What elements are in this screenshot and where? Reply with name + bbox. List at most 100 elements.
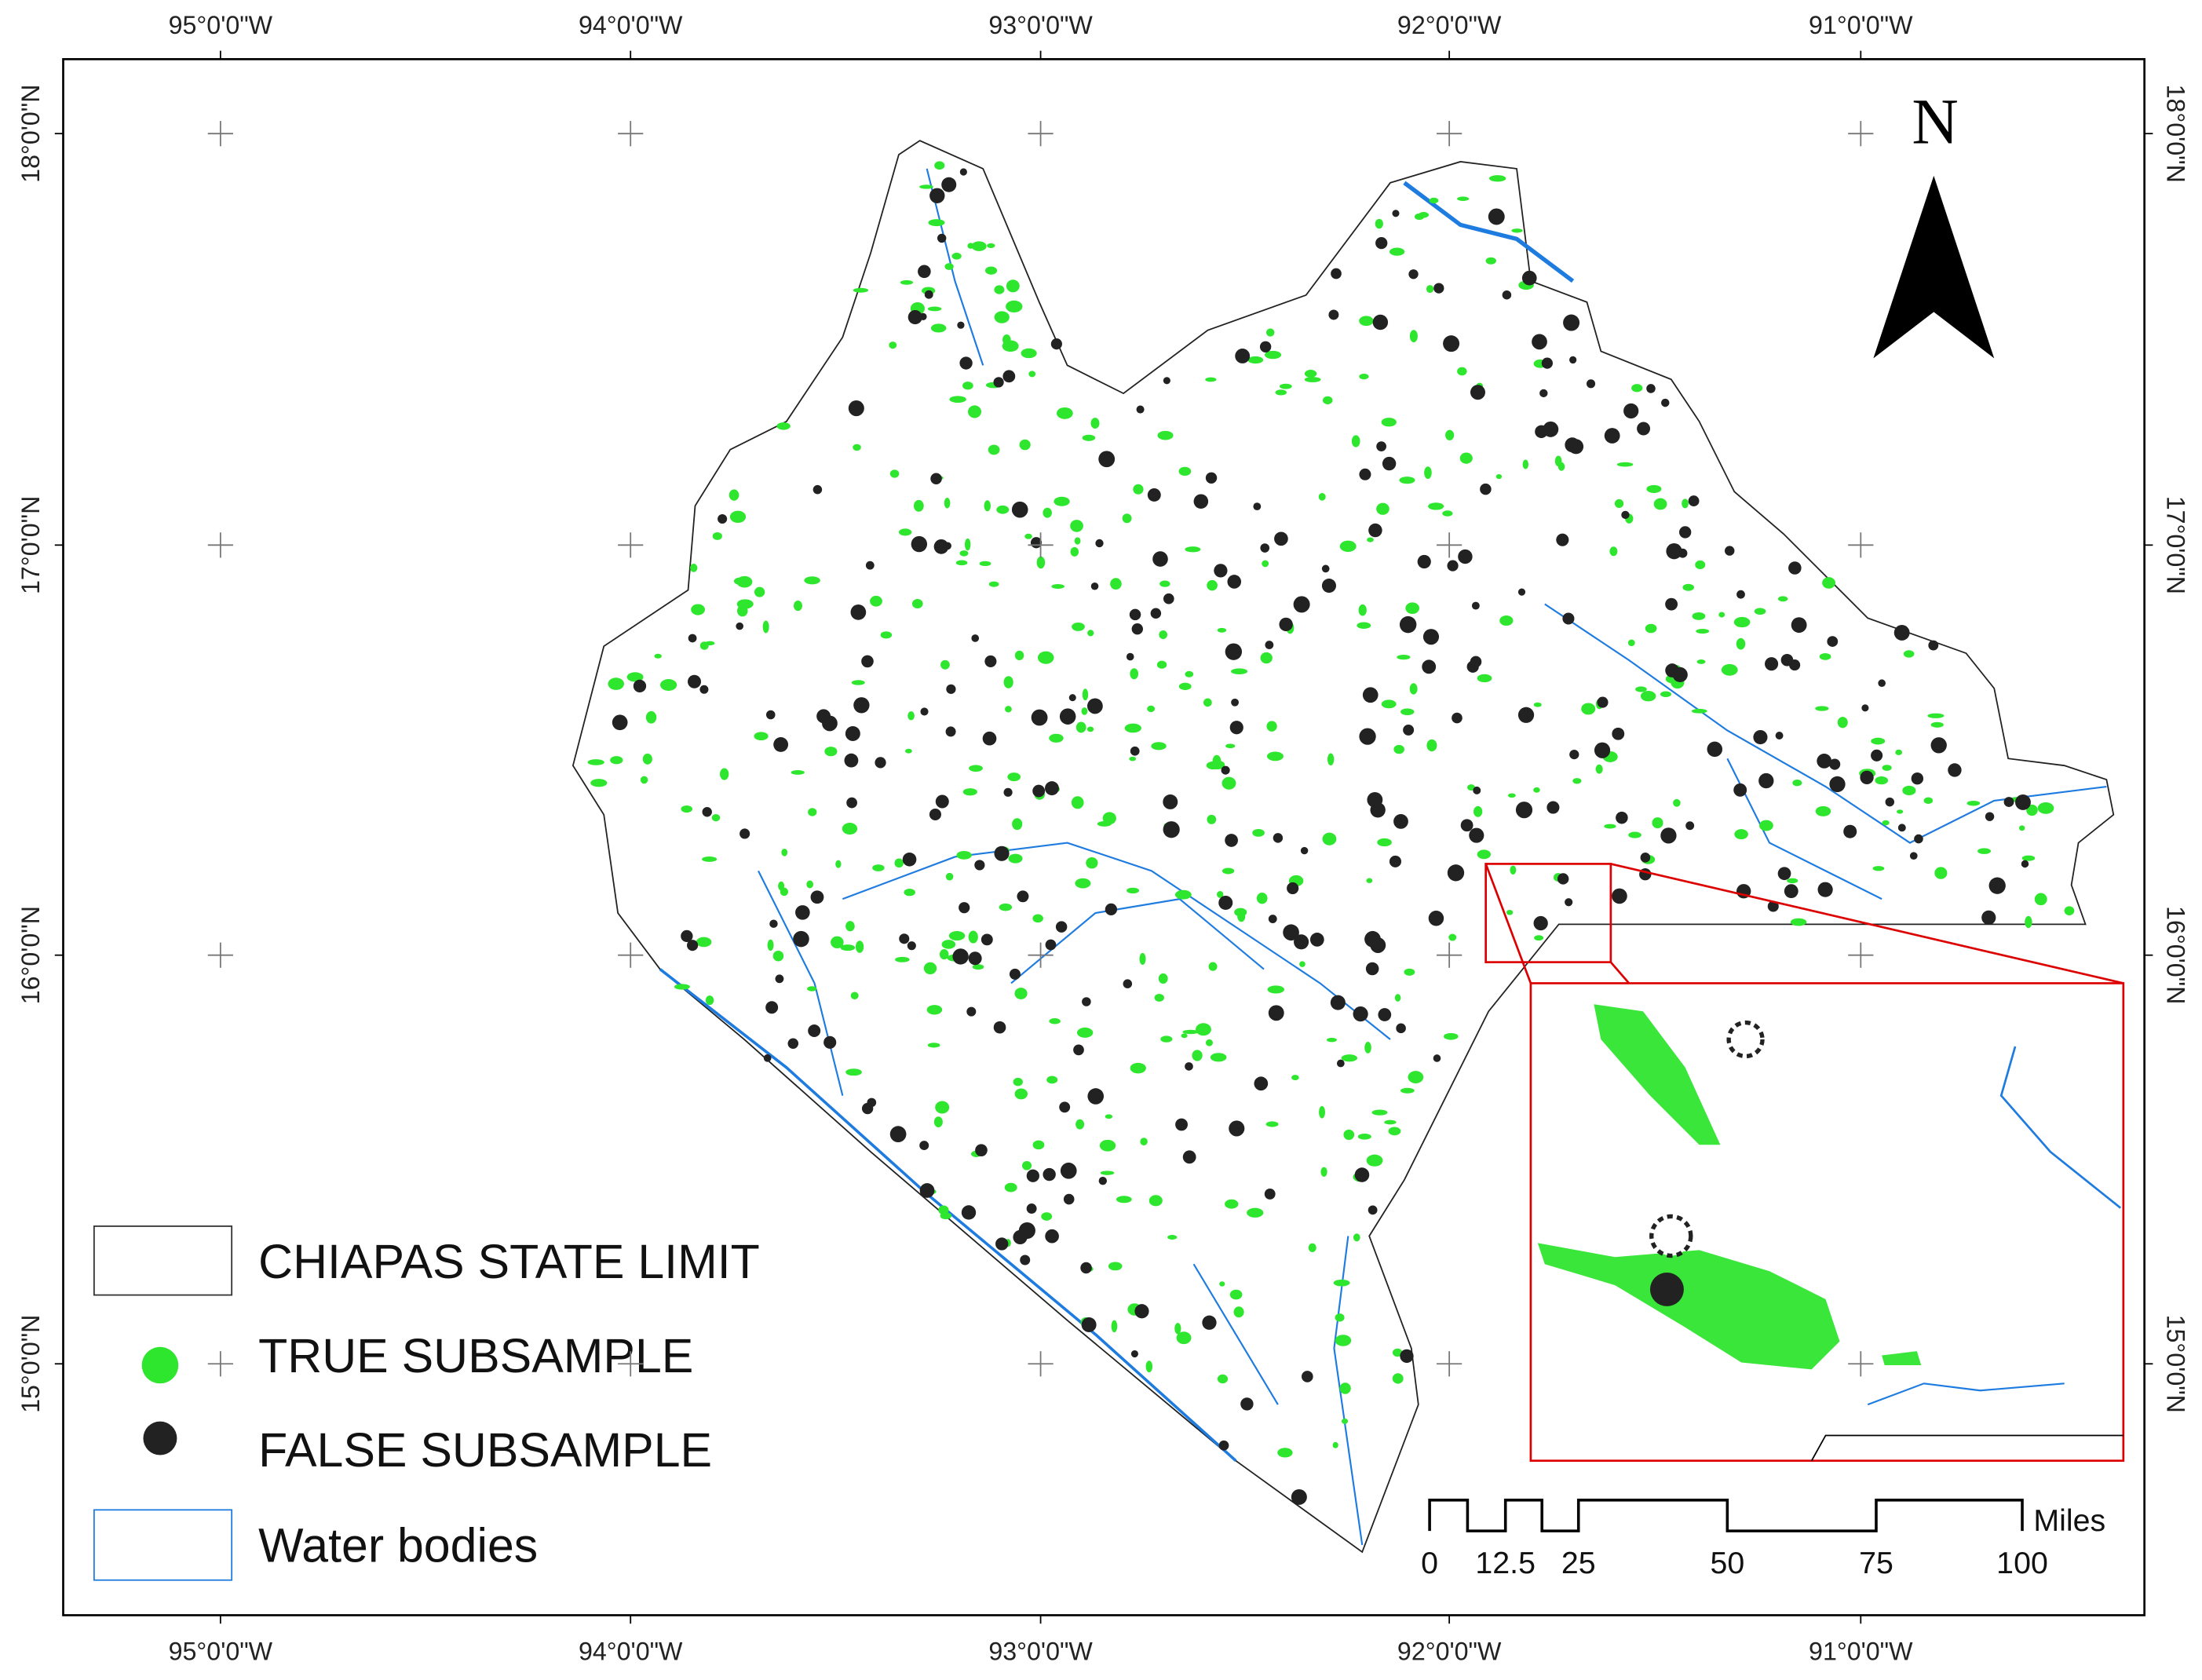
true-sample <box>1229 1289 1243 1300</box>
true-sample <box>835 860 842 868</box>
true-sample <box>1815 805 1831 816</box>
false-sample <box>1020 1255 1031 1265</box>
false-sample <box>1469 827 1484 843</box>
false-sample <box>1045 1229 1059 1244</box>
inset-true-area <box>1594 1004 1721 1145</box>
false-sample <box>1273 833 1284 843</box>
true-sample <box>1882 820 1890 826</box>
false-sample <box>1661 398 1670 407</box>
false-sample <box>1565 437 1580 453</box>
false-sample <box>808 1024 821 1037</box>
false-sample <box>1017 890 1029 903</box>
false-sample <box>1202 1315 1217 1330</box>
false-sample <box>1080 1262 1092 1274</box>
false-sample <box>1294 934 1309 950</box>
false-sample <box>902 852 917 867</box>
true-sample <box>1002 340 1019 352</box>
true-sample <box>895 956 910 962</box>
false-sample <box>1359 728 1376 745</box>
false-sample <box>1375 236 1388 250</box>
true-sample <box>1205 377 1217 382</box>
false-sample <box>1136 405 1145 414</box>
false-sample <box>1045 939 1057 951</box>
false-sample <box>1291 1488 1307 1505</box>
true-sample <box>855 940 864 953</box>
true-sample <box>2018 825 2025 831</box>
false-sample <box>959 356 973 370</box>
false-sample <box>993 1021 1006 1034</box>
false-sample <box>1283 924 1299 941</box>
true-sample <box>1070 546 1079 557</box>
lon-label: 93°0'0"W <box>988 11 1093 39</box>
true-sample <box>1072 622 1085 631</box>
false-sample <box>1152 551 1168 567</box>
true-sample <box>1534 935 1544 941</box>
legend-swatch-limit <box>93 1225 233 1296</box>
true-sample <box>1192 1050 1203 1061</box>
true-sample <box>938 1205 949 1215</box>
true-sample <box>1399 477 1415 484</box>
true-sample <box>1473 805 1483 817</box>
true-sample <box>1393 744 1404 754</box>
false-sample <box>919 312 927 320</box>
true-sample <box>1428 502 1444 510</box>
false-sample <box>1193 494 1209 509</box>
true-sample <box>1635 686 1647 692</box>
false-sample <box>1362 687 1379 703</box>
false-sample <box>1422 629 1440 645</box>
true-sample <box>1341 1418 1349 1424</box>
false-sample <box>971 634 980 642</box>
true-sample <box>1256 892 1268 904</box>
true-sample <box>1357 1134 1371 1140</box>
false-sample <box>1378 1008 1392 1021</box>
false-sample <box>1817 882 1833 897</box>
true-sample <box>1359 316 1374 327</box>
true-sample <box>720 768 729 780</box>
true-sample <box>1032 914 1043 923</box>
true-sample <box>1696 659 1706 664</box>
true-sample <box>1790 918 1807 926</box>
false-sample <box>1365 962 1379 976</box>
lat-label: 17°0'0"N <box>16 496 45 594</box>
false-sample <box>795 905 810 920</box>
true-sample <box>919 184 933 189</box>
true-sample <box>944 263 954 270</box>
false-sample <box>861 1102 874 1115</box>
false-sample <box>1309 933 1324 947</box>
true-sample <box>1291 1075 1299 1081</box>
false-sample <box>1893 625 1910 641</box>
false-sample <box>1788 561 1802 575</box>
false-sample <box>1758 772 1774 789</box>
true-sample <box>699 641 709 650</box>
true-sample <box>1381 418 1397 427</box>
false-sample <box>1928 640 1939 651</box>
false-sample <box>959 168 967 176</box>
true-sample <box>1012 818 1023 831</box>
true-sample <box>933 1116 943 1128</box>
true-sample <box>1335 1313 1345 1322</box>
false-sample <box>769 919 778 928</box>
true-sample <box>1108 1262 1123 1271</box>
true-sample <box>1443 1032 1459 1040</box>
false-sample <box>1218 895 1233 910</box>
true-sample <box>1392 1348 1403 1357</box>
true-sample <box>1923 797 1934 804</box>
true-sample <box>736 575 753 588</box>
false-sample <box>1147 488 1161 502</box>
true-sample <box>729 489 739 501</box>
false-sample <box>1452 712 1463 724</box>
false-sample <box>982 731 997 746</box>
true-sample <box>1082 688 1089 701</box>
true-sample <box>2026 804 2038 816</box>
false-sample <box>945 726 956 737</box>
true-sample <box>926 1005 943 1015</box>
true-sample <box>1477 674 1492 683</box>
true-sample <box>767 939 774 951</box>
false-sample <box>924 290 933 299</box>
false-sample <box>1260 543 1270 553</box>
true-sample <box>1792 780 1802 787</box>
true-sample <box>1081 707 1088 715</box>
false-sample <box>1131 623 1143 635</box>
false-sample <box>1225 834 1238 847</box>
true-sample <box>1167 1234 1178 1240</box>
